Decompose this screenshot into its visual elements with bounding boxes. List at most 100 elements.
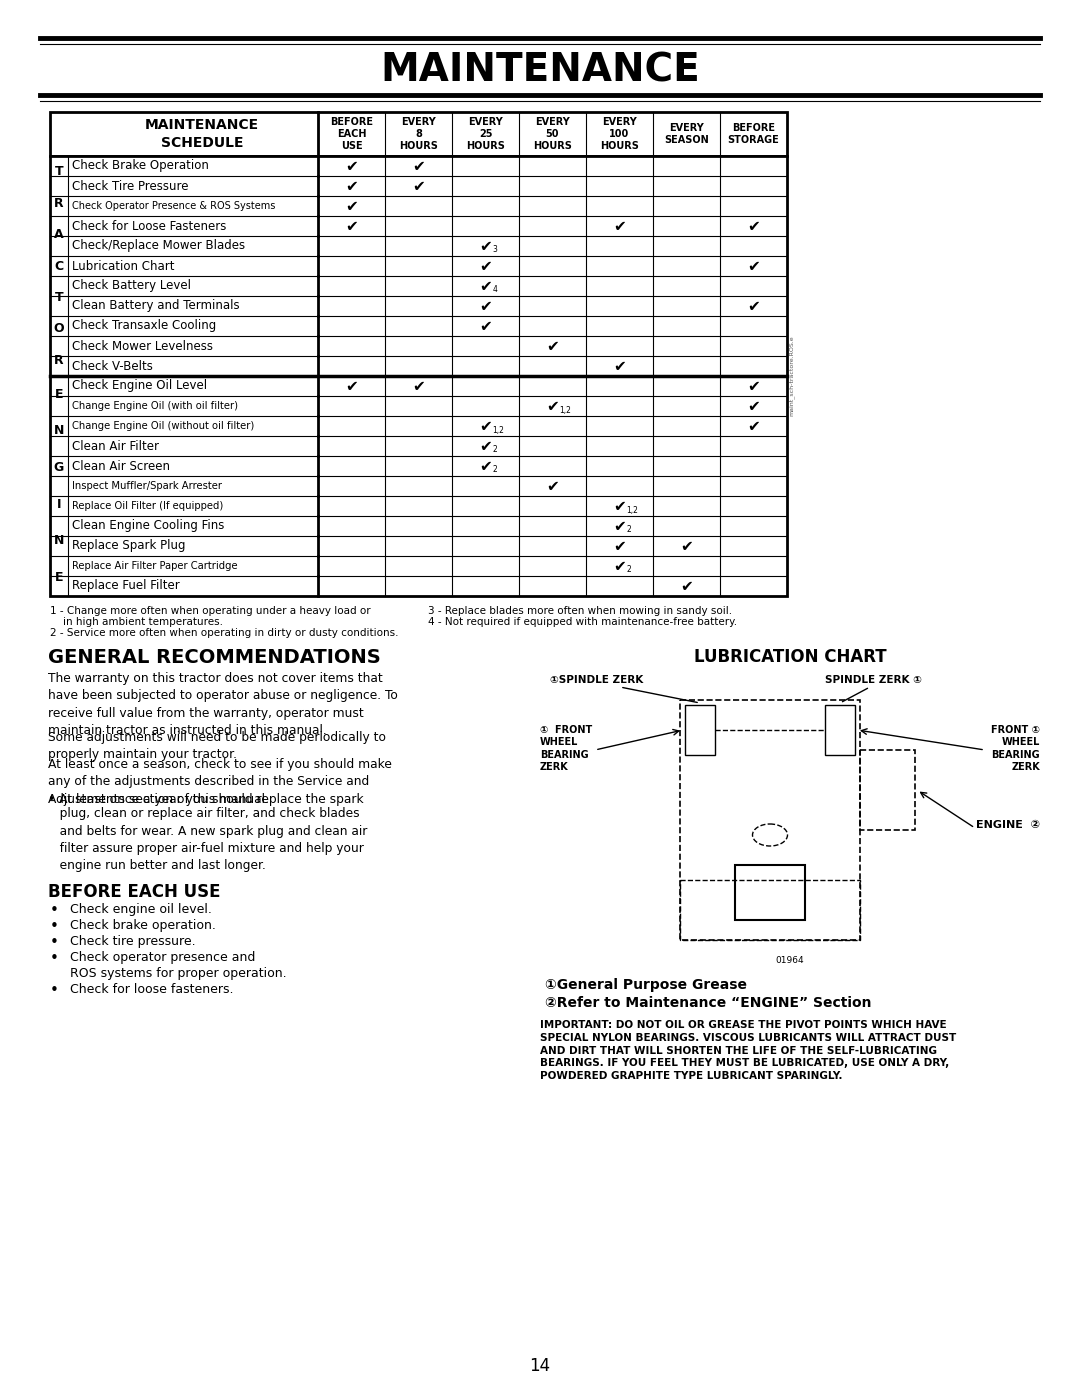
Text: E: E: [55, 571, 64, 584]
Text: 3: 3: [492, 246, 498, 254]
Bar: [735, 865, 805, 921]
Text: ✔: ✔: [747, 398, 760, 414]
Text: 1,2: 1,2: [626, 506, 638, 514]
Text: •: •: [50, 919, 59, 935]
Text: Check for loose fasteners.: Check for loose fasteners.: [70, 983, 233, 996]
Text: ✔: ✔: [346, 198, 357, 214]
Text: Check V-Belts: Check V-Belts: [72, 359, 153, 373]
Text: C: C: [54, 260, 64, 272]
Text: ✔: ✔: [613, 218, 626, 233]
Text: ✔: ✔: [480, 319, 491, 334]
Bar: [825, 705, 855, 754]
Text: ✔: ✔: [680, 538, 693, 553]
Text: maint_sch-tractore.ROS.e: maint_sch-tractore.ROS.e: [789, 335, 795, 416]
Text: • At least once a year you should replace the spark: • At least once a year you should replac…: [48, 793, 364, 806]
Text: GENERAL RECOMMENDATIONS: GENERAL RECOMMENDATIONS: [48, 648, 381, 666]
Text: BEFORE EACH USE: BEFORE EACH USE: [48, 883, 220, 901]
Text: R: R: [54, 197, 64, 210]
Text: R: R: [54, 353, 64, 367]
Text: Check tire pressure.: Check tire pressure.: [70, 935, 195, 949]
Bar: [50, 112, 787, 156]
Text: •: •: [50, 935, 59, 950]
Text: N: N: [54, 425, 64, 437]
Text: T: T: [55, 291, 64, 305]
Bar: [860, 750, 915, 830]
Text: ✔: ✔: [546, 479, 558, 493]
Text: plug, clean or replace air filter, and check blades
   and belts for wear. A new: plug, clean or replace air filter, and c…: [48, 807, 367, 873]
Text: ✔: ✔: [546, 398, 558, 414]
Text: ✔: ✔: [413, 379, 424, 394]
Text: ✔: ✔: [480, 278, 491, 293]
Text: 4 - Not required if equipped with maintenance-free battery.: 4 - Not required if equipped with mainte…: [429, 617, 738, 627]
Text: Check brake operation.: Check brake operation.: [70, 919, 216, 932]
Text: Check Mower Levelness: Check Mower Levelness: [72, 339, 213, 352]
Text: SPINDLE ZERK ①: SPINDLE ZERK ①: [825, 675, 922, 685]
Text: Check operator presence and
ROS systems for proper operation.: Check operator presence and ROS systems …: [70, 951, 286, 981]
Text: ✔: ✔: [747, 419, 760, 433]
Text: Check/Replace Mower Blades: Check/Replace Mower Blades: [72, 239, 245, 253]
Text: Replace Oil Filter (If equipped): Replace Oil Filter (If equipped): [72, 502, 224, 511]
Text: Check Brake Operation: Check Brake Operation: [72, 159, 208, 172]
Text: E: E: [55, 388, 64, 401]
Text: Some adjustments will need to be made periodically to
properly maintain your tra: Some adjustments will need to be made pe…: [48, 731, 386, 761]
Text: ✔: ✔: [546, 338, 558, 353]
Text: MAINTENANCE: MAINTENANCE: [380, 52, 700, 89]
Text: 2: 2: [626, 525, 631, 535]
Text: •: •: [50, 951, 59, 965]
Text: Inspect Muffler/Spark Arrester: Inspect Muffler/Spark Arrester: [72, 481, 222, 490]
Text: 2: 2: [492, 446, 497, 454]
Text: EVERY
SEASON: EVERY SEASON: [664, 123, 708, 145]
Text: ✔: ✔: [480, 458, 491, 474]
Bar: [50, 376, 787, 597]
Text: 1,2: 1,2: [559, 405, 571, 415]
Text: LUBRICATION CHART: LUBRICATION CHART: [693, 648, 887, 666]
Text: Lubrication Chart: Lubrication Chart: [72, 260, 175, 272]
Text: •: •: [50, 902, 59, 918]
Text: ✔: ✔: [613, 559, 626, 574]
Text: I: I: [57, 497, 62, 511]
Text: in high ambient temperatures.: in high ambient temperatures.: [50, 617, 222, 627]
Text: 4: 4: [492, 285, 498, 295]
Text: Clean Air Screen: Clean Air Screen: [72, 460, 170, 472]
Text: Check for Loose Fasteners: Check for Loose Fasteners: [72, 219, 227, 232]
Text: ✔: ✔: [747, 218, 760, 233]
Text: 2 - Service more often when operating in dirty or dusty conditions.: 2 - Service more often when operating in…: [50, 629, 399, 638]
Text: O: O: [54, 323, 65, 335]
Text: 01964: 01964: [775, 956, 805, 965]
Text: ①SPINDLE ZERK: ①SPINDLE ZERK: [550, 675, 644, 685]
Text: Check engine oil level.: Check engine oil level.: [70, 902, 212, 916]
Text: ✔: ✔: [480, 419, 491, 433]
Text: EVERY
8
HOURS: EVERY 8 HOURS: [400, 117, 437, 151]
Text: ✔: ✔: [613, 359, 626, 373]
Text: ✔: ✔: [613, 518, 626, 534]
Text: 1 - Change more often when operating under a heavy load or: 1 - Change more often when operating und…: [50, 606, 370, 616]
Text: Check Transaxle Cooling: Check Transaxle Cooling: [72, 320, 216, 332]
Text: ✔: ✔: [613, 538, 626, 553]
Text: ✔: ✔: [747, 258, 760, 274]
Text: ✔: ✔: [680, 578, 693, 594]
Text: At least once a season, check to see if you should make
any of the adjustments d: At least once a season, check to see if …: [48, 759, 392, 806]
Text: 3 - Replace blades more often when mowing in sandy soil.: 3 - Replace blades more often when mowin…: [429, 606, 732, 616]
Text: ②Refer to Maintenance “ENGINE” Section: ②Refer to Maintenance “ENGINE” Section: [545, 996, 872, 1010]
Text: Clean Battery and Terminals: Clean Battery and Terminals: [72, 299, 240, 313]
Text: 14: 14: [529, 1356, 551, 1375]
Text: FRONT ①
WHEEL
BEARING
ZERK: FRONT ① WHEEL BEARING ZERK: [991, 725, 1040, 773]
Text: ①General Purpose Grease: ①General Purpose Grease: [545, 978, 747, 992]
Text: 1,2: 1,2: [492, 426, 504, 434]
Text: MAINTENANCE
SCHEDULE: MAINTENANCE SCHEDULE: [145, 119, 259, 149]
Text: ✔: ✔: [413, 158, 424, 173]
Text: Change Engine Oil (with oil filter): Change Engine Oil (with oil filter): [72, 401, 238, 411]
Text: Check Engine Oil Level: Check Engine Oil Level: [72, 380, 207, 393]
Text: G: G: [54, 461, 64, 474]
Text: ENGINE  ②: ENGINE ②: [976, 820, 1040, 830]
Text: ✔: ✔: [613, 499, 626, 514]
Text: ✔: ✔: [747, 379, 760, 394]
Text: BEFORE
STORAGE: BEFORE STORAGE: [728, 123, 780, 145]
Text: ✔: ✔: [346, 379, 357, 394]
Bar: [50, 156, 787, 376]
Bar: [680, 880, 860, 940]
Text: •: •: [50, 983, 59, 997]
Text: Replace Air Filter Paper Cartridge: Replace Air Filter Paper Cartridge: [72, 562, 238, 571]
Bar: [680, 700, 860, 940]
Text: N: N: [54, 535, 64, 548]
